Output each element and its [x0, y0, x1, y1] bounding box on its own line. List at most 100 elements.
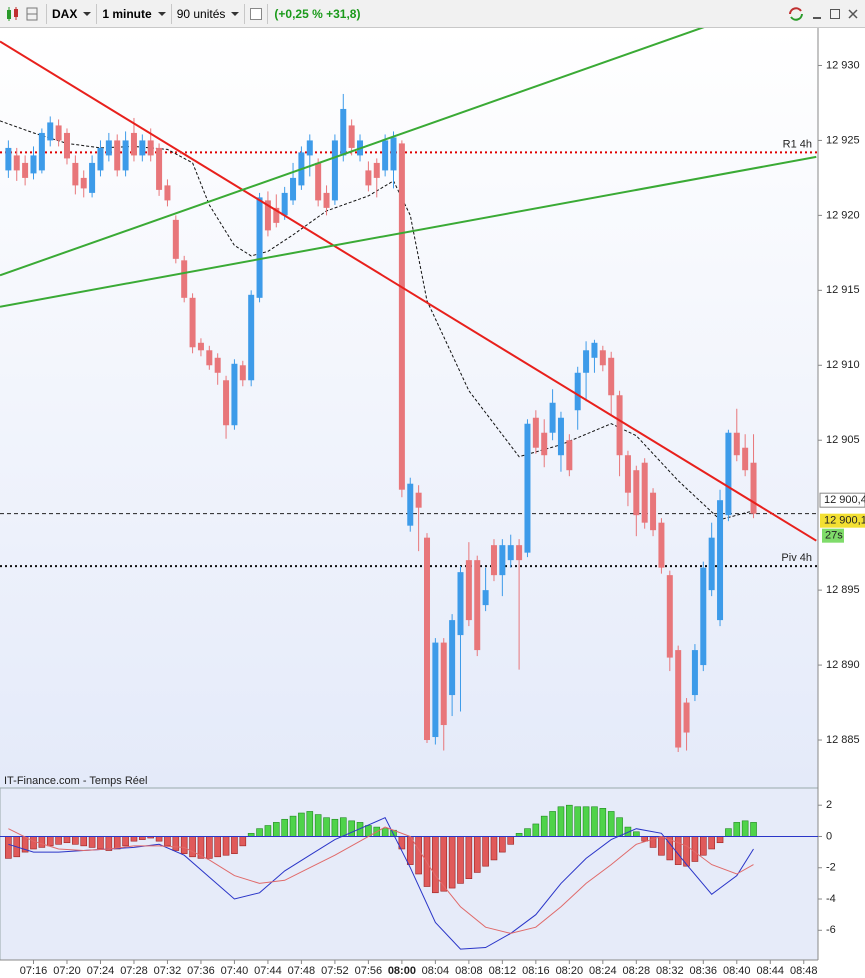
candle-body [223, 380, 230, 426]
histogram-bar [5, 836, 12, 859]
candle-body [457, 572, 464, 636]
histogram-bar [448, 836, 456, 889]
candle-body [742, 447, 749, 471]
y-tick-label: -4 [826, 893, 836, 905]
candle-body [164, 185, 171, 201]
x-tick-label: 08:08 [455, 965, 483, 977]
chart: IT-Finance.com - Temps Réel R1 4h Piv 4h 1… [0, 28, 865, 978]
candle-body [214, 357, 221, 373]
last-price-label: 12 900,1 [824, 515, 865, 527]
candle-body [482, 590, 489, 606]
x-tick-label: 07:28 [120, 965, 148, 977]
histogram-bar [499, 836, 506, 853]
x-tick-label: 07:24 [87, 965, 115, 977]
histogram-bar [72, 836, 79, 845]
candle-body [30, 155, 37, 174]
price-change: (+0,25 % +31,8) [274, 6, 361, 21]
candle-body [22, 162, 29, 178]
candle-body [373, 162, 380, 178]
checkbox [250, 7, 263, 20]
histogram-bar [88, 836, 96, 848]
close-icon[interactable] [847, 6, 859, 22]
oscillator-plot [0, 804, 818, 950]
histogram-bar [189, 836, 196, 858]
candle-body [256, 197, 263, 298]
histogram-bar [256, 828, 263, 837]
histogram-bar [465, 836, 473, 879]
histogram-bar [482, 836, 489, 867]
x-tick-label: 07:44 [254, 965, 282, 977]
x-tick-label: 08:40 [723, 965, 751, 977]
refresh-icon[interactable] [787, 6, 805, 22]
candle-body [114, 140, 121, 171]
candle-body [55, 125, 62, 141]
histogram-bar [725, 828, 732, 837]
candle-body [331, 140, 338, 201]
histogram-bar [339, 817, 347, 837]
toolbar: DAX 1 minute 90 unités (+0,25 % +31,8) [0, 0, 865, 28]
candle-body [633, 470, 640, 516]
histogram-bar [172, 836, 180, 851]
symbol-select[interactable]: DAX [47, 3, 98, 24]
maximize-icon[interactable] [829, 6, 841, 22]
histogram-bar [473, 836, 481, 873]
toggle[interactable] [245, 3, 269, 24]
candle-body [733, 432, 740, 456]
candle-body [139, 140, 146, 156]
candle-body [181, 260, 188, 298]
histogram-bar [348, 820, 355, 837]
histogram-bar [289, 815, 297, 837]
candle-body [172, 219, 179, 259]
histogram-bar [122, 836, 129, 847]
histogram-bar [113, 836, 121, 850]
candle-body [658, 522, 665, 568]
toolbar-icons[interactable] [0, 3, 47, 24]
candle-body [306, 140, 313, 156]
histogram-bar [540, 815, 548, 837]
candle-body [499, 545, 506, 576]
candle-body [382, 140, 389, 171]
histogram-bar [214, 836, 221, 858]
candle-body [524, 423, 531, 553]
candle-body [239, 365, 246, 381]
candle-body [424, 537, 431, 741]
histogram-bar [30, 836, 37, 850]
x-tick-label: 08:48 [790, 965, 818, 977]
x-tick-label: 08:20 [556, 965, 584, 977]
histogram-bar [557, 806, 565, 837]
candle-body [47, 122, 54, 141]
histogram-bar [97, 836, 104, 850]
histogram-bar [591, 806, 598, 837]
histogram-bar [658, 836, 665, 856]
candle-body [449, 620, 456, 696]
candle-body [273, 207, 280, 223]
histogram-bar [415, 836, 422, 875]
y-tick-label: 12 915 [826, 284, 860, 296]
histogram-bar [599, 808, 607, 837]
candle-body [63, 132, 70, 159]
histogram-bar [222, 836, 230, 856]
candle-body [156, 147, 163, 190]
histogram-bar [155, 836, 163, 842]
units-select[interactable]: 90 unités [172, 3, 246, 24]
y-tick-label: 12 910 [826, 359, 860, 371]
window-controls [787, 6, 865, 22]
candle-body [197, 342, 204, 351]
candle-body [432, 642, 439, 738]
candle-body [440, 642, 447, 726]
y-tick-label: 12 905 [826, 434, 860, 446]
candle-body [591, 342, 598, 358]
histogram-bar [63, 836, 71, 844]
countdown-box [822, 528, 844, 543]
histogram-bar [524, 828, 531, 837]
x-tick-label: 08:16 [522, 965, 550, 977]
candle-body [750, 462, 757, 514]
candle-body [583, 350, 590, 373]
histogram-bar [323, 817, 330, 837]
candle-body [398, 143, 405, 490]
minimize-icon[interactable] [811, 6, 823, 22]
x-tick-label: 07:48 [288, 965, 316, 977]
histogram-bar [55, 836, 62, 845]
interval-select[interactable]: 1 minute [97, 3, 172, 24]
x-tick-label: 08:44 [757, 965, 785, 977]
